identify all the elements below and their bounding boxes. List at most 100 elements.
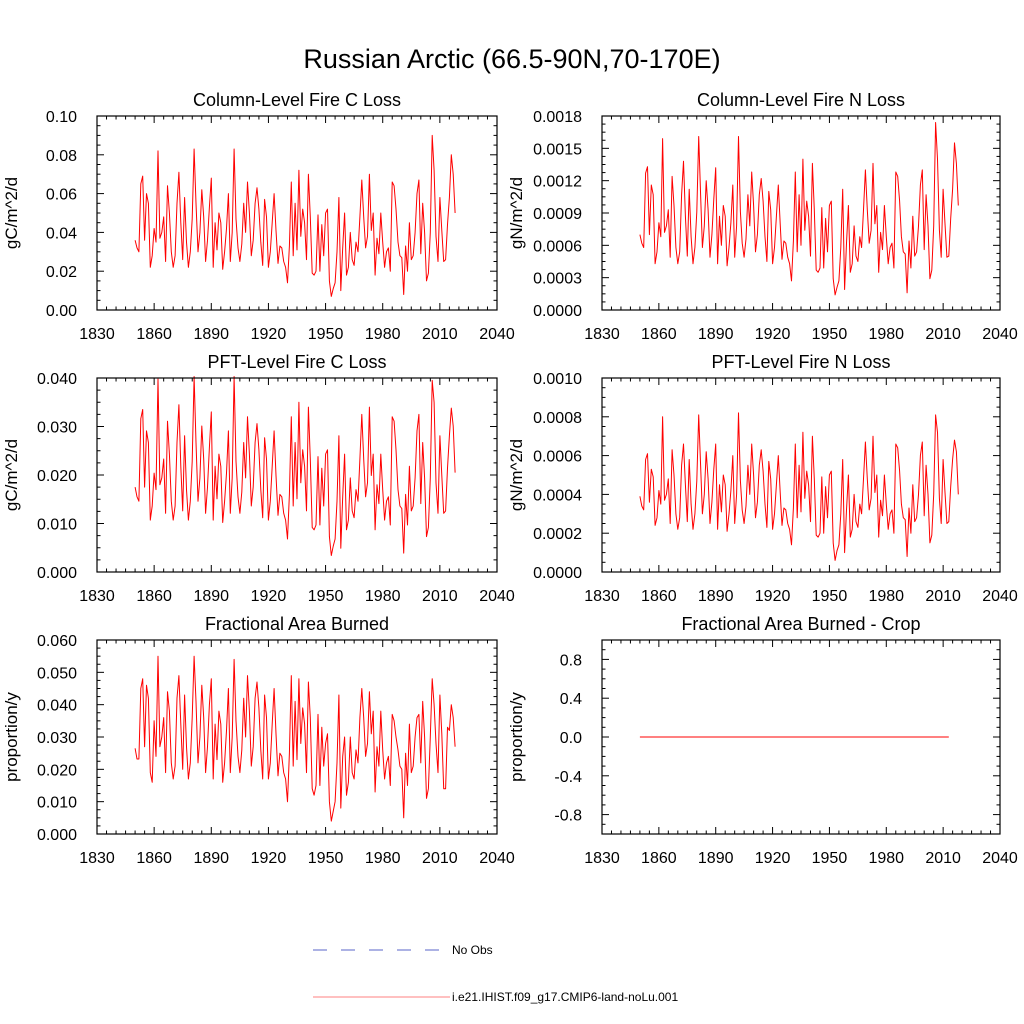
y-tick-label: 0.10 — [46, 109, 77, 126]
x-tick-label: 1890 — [193, 326, 229, 343]
legend-item: i.e21.IHIST.f09_g17.CMIP6-land-noLu.001 — [313, 990, 678, 1004]
x-tick-label: 1980 — [365, 588, 401, 605]
y-tick-label: 0.4 — [560, 691, 582, 708]
x-tick-label: 1980 — [868, 588, 904, 605]
legend-label: No Obs — [452, 943, 493, 957]
x-tick-label: 1830 — [584, 850, 620, 867]
panel-pft-level-fire-c-loss: 1830 1860 1890 1920 1950 1980 2010 2040 0.000 0.0… — [2, 352, 515, 605]
y-tick-label: 0.030 — [37, 420, 77, 437]
y-axis-label: gC/m^2/d — [2, 177, 21, 249]
y-tick-label: 0.0 — [560, 730, 582, 747]
panel-column-level-fire-c-loss: 1830 1860 1890 1920 1950 1980 2010 2040 0.00 0.02… — [2, 90, 515, 343]
x-tick-label: 2040 — [479, 850, 515, 867]
legend-item: No Obs — [313, 943, 493, 957]
panel-pft-level-fire-n-loss: 1830 1860 1890 1920 1950 1980 2010 2040 0.0000 0.… — [507, 352, 1018, 605]
x-tick-label: 1890 — [193, 850, 229, 867]
y-tick-label: -0.8 — [554, 808, 582, 825]
y-tick-label: 0.04 — [46, 225, 77, 242]
x-tick-label: 2040 — [479, 588, 515, 605]
y-tick-label: 0.02 — [46, 264, 77, 281]
series-line-column-level-fire-c-loss — [134, 134, 456, 297]
x-tick-label: 1980 — [868, 850, 904, 867]
y-tick-label: 0.040 — [37, 698, 77, 715]
y-axis-label: gC/m^2/d — [2, 439, 21, 511]
x-tick-label: 1920 — [755, 588, 791, 605]
x-tick-label: 1950 — [812, 850, 848, 867]
y-tick-label: 0.0008 — [533, 410, 582, 427]
panel-title: PFT-Level Fire C Loss — [207, 352, 386, 372]
x-tick-label: 1890 — [698, 850, 734, 867]
panel-fractional-area-burned: 1830 1860 1890 1920 1950 1980 2010 2040 0.000 0.0… — [2, 614, 515, 867]
legend: No Obs i.e21.IHIST.f09_g17.CMIP6-land-noL… — [313, 943, 678, 1004]
y-tick-label: 0.0015 — [533, 141, 582, 158]
y-tick-label: 0.060 — [37, 633, 77, 650]
y-tick-label: 0.010 — [37, 517, 77, 534]
y-tick-label: 0.020 — [37, 468, 77, 485]
x-tick-label: 1950 — [308, 326, 344, 343]
legend-label: i.e21.IHIST.f09_g17.CMIP6-land-noLu.001 — [452, 990, 678, 1004]
series-line-fractional-area-burned — [134, 655, 456, 822]
x-tick-label: 2010 — [925, 326, 961, 343]
x-tick-label: 2010 — [422, 588, 458, 605]
y-tick-label: 0.0006 — [533, 449, 582, 466]
x-tick-label: 1950 — [308, 588, 344, 605]
x-tick-label: 1860 — [136, 850, 172, 867]
x-tick-label: 1950 — [308, 850, 344, 867]
y-tick-label: 0.0009 — [533, 206, 582, 223]
x-tick-label: 2040 — [982, 326, 1018, 343]
y-tick-label: 0.0006 — [533, 238, 582, 255]
y-tick-label: 0.08 — [46, 148, 77, 165]
y-tick-label: 0.030 — [37, 730, 77, 747]
x-tick-label: 1980 — [365, 850, 401, 867]
plot-frame — [96, 639, 498, 835]
y-tick-label: 0.0002 — [533, 526, 582, 543]
y-tick-label: 0.040 — [37, 371, 77, 388]
x-tick-label: 1920 — [251, 850, 287, 867]
y-axis-label: proportion/y — [2, 692, 21, 782]
x-tick-label: 2010 — [422, 326, 458, 343]
x-tick-label: 1830 — [584, 588, 620, 605]
y-tick-label: 0.8 — [560, 652, 582, 669]
y-tick-label: 0.020 — [37, 762, 77, 779]
panel-title: Column-Level Fire N Loss — [697, 90, 905, 110]
y-tick-label: 0.0004 — [533, 487, 582, 504]
y-tick-label: 0.000 — [37, 565, 77, 582]
x-tick-label: 1860 — [136, 326, 172, 343]
x-tick-label: 1860 — [136, 588, 172, 605]
x-tick-label: 2010 — [925, 850, 961, 867]
y-tick-label: 0.050 — [37, 665, 77, 682]
panel-column-level-fire-n-loss: 1830 1860 1890 1920 1950 1980 2010 2040 0.0000 0.… — [507, 90, 1018, 343]
series-line-pft-level-fire-n-loss — [639, 412, 959, 561]
y-tick-label: 0.010 — [37, 795, 77, 812]
figure-title: Russian Arctic (66.5-90N,70-170E) — [303, 44, 720, 74]
y-tick-label: 0.0003 — [533, 271, 582, 288]
x-tick-label: 1980 — [868, 326, 904, 343]
x-tick-label: 1830 — [79, 850, 115, 867]
x-tick-label: 1980 — [365, 326, 401, 343]
x-tick-label: 1830 — [584, 326, 620, 343]
x-tick-label: 1950 — [812, 588, 848, 605]
y-axis-label: proportion/y — [507, 692, 526, 782]
series-line-column-level-fire-n-loss — [639, 122, 959, 296]
series-line-pft-level-fire-c-loss — [134, 376, 456, 556]
x-tick-label: 2040 — [982, 850, 1018, 867]
y-axis-label: gN/m^2/d — [507, 439, 526, 511]
panel-fractional-area-burned-crop: 1830 1860 1890 1920 1950 1980 2010 2040 -0.8 -0.4… — [507, 614, 1018, 867]
x-tick-label: 1860 — [641, 850, 677, 867]
panel-grid: 1830 1860 1890 1920 1950 1980 2010 20400.000.02… — [2, 90, 1018, 867]
x-tick-label: 1920 — [755, 850, 791, 867]
x-tick-label: 1920 — [755, 326, 791, 343]
x-tick-label: 1890 — [698, 588, 734, 605]
x-tick-label: 2010 — [925, 588, 961, 605]
x-tick-label: 1830 — [79, 326, 115, 343]
x-tick-label: 1830 — [79, 588, 115, 605]
panel-title: Fractional Area Burned — [205, 614, 389, 634]
y-tick-label: 0.0010 — [533, 371, 582, 388]
x-tick-label: 2040 — [982, 588, 1018, 605]
y-tick-label: 0.0012 — [533, 174, 582, 191]
y-tick-label: 0.0000 — [533, 303, 582, 320]
x-tick-label: 1920 — [251, 326, 287, 343]
x-tick-label: 1950 — [812, 326, 848, 343]
x-tick-label: 1890 — [698, 326, 734, 343]
